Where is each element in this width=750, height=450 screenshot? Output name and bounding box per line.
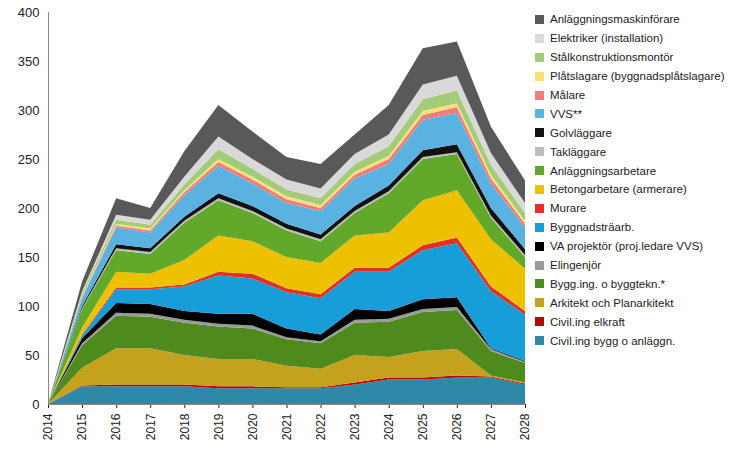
svg-text:2014: 2014 xyxy=(41,413,55,440)
svg-text:2023: 2023 xyxy=(348,413,362,440)
svg-text:2027: 2027 xyxy=(484,413,498,440)
svg-text:2025: 2025 xyxy=(416,413,430,440)
html-text:Betongarbetare (armerare): Betongarbetare (armerare) xyxy=(550,183,687,196)
html-text:Takläggare: Takläggare xyxy=(550,145,607,158)
svg-text:2021: 2021 xyxy=(280,413,294,440)
html-text:Stålkonstruktionsmontör: Stålkonstruktionsmontör xyxy=(550,51,674,64)
svg-text:0: 0 xyxy=(32,397,39,412)
svg-text:2026: 2026 xyxy=(450,413,464,440)
html-text:Byggnadsträarb.: Byggnadsträarb. xyxy=(550,221,635,234)
html-text:VA projektör (proj.ledare VVS): VA projektör (proj.ledare VVS) xyxy=(550,240,704,253)
svg-text:300: 300 xyxy=(18,103,40,118)
html-text:Elektriker (installation): Elektriker (installation) xyxy=(550,32,664,45)
html-text:Golvläggare: Golvläggare xyxy=(550,126,612,139)
svg-text:2020: 2020 xyxy=(246,413,260,440)
html-text:Bygg.ing. o byggtekn.*: Bygg.ing. o byggtekn.* xyxy=(550,277,666,290)
svg-text:2016: 2016 xyxy=(109,413,123,440)
html-text:Arkitekt och Planarkitekt: Arkitekt och Planarkitekt xyxy=(550,296,674,309)
svg-text:2024: 2024 xyxy=(382,413,396,440)
svg-text:2022: 2022 xyxy=(314,413,328,440)
html-text:Civil.ing bygg o anläggn.: Civil.ing bygg o anläggn. xyxy=(550,334,676,347)
html-text:Civil.ing elkraft: Civil.ing elkraft xyxy=(550,315,625,328)
svg-text:350: 350 xyxy=(18,54,40,69)
html-text:Målare: Målare xyxy=(550,89,586,101)
html-text:VVS**: VVS** xyxy=(550,107,582,120)
html-text:Elingenjör: Elingenjör xyxy=(550,259,602,271)
svg-text:250: 250 xyxy=(18,152,40,167)
html-text:Anläggningsarbetare: Anläggningsarbetare xyxy=(550,164,657,177)
svg-text:100: 100 xyxy=(18,299,40,314)
svg-text:2015: 2015 xyxy=(75,413,89,440)
svg-text:50: 50 xyxy=(25,348,39,363)
svg-text:150: 150 xyxy=(18,250,40,265)
svg-text:2017: 2017 xyxy=(144,413,158,440)
svg-text:400: 400 xyxy=(18,5,40,20)
html-text:Anläggningsmaskinförare: Anläggningsmaskinförare xyxy=(550,13,680,26)
svg-text:200: 200 xyxy=(18,201,40,216)
svg-text:2028: 2028 xyxy=(518,413,532,440)
html-text:Murare: Murare xyxy=(550,202,587,215)
svg-text:2018: 2018 xyxy=(178,413,192,440)
svg-text:2019: 2019 xyxy=(212,413,226,440)
html-text:Plåtslagare (byggnadsplåtslaga: Plåtslagare (byggnadsplåtslagare) xyxy=(550,70,725,83)
